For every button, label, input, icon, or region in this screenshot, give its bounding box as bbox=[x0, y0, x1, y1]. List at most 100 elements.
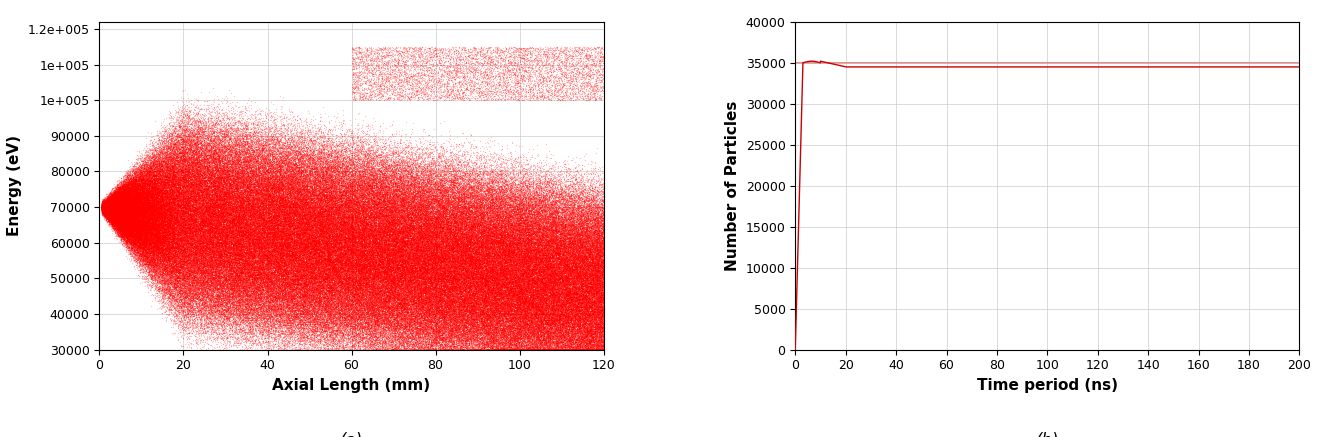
Point bbox=[330, 240, 351, 247]
Point bbox=[122, 195, 143, 202]
Point bbox=[183, 163, 204, 170]
Point bbox=[304, 284, 325, 291]
Point bbox=[427, 234, 448, 241]
Point bbox=[582, 346, 603, 353]
Point bbox=[176, 286, 198, 293]
Point bbox=[410, 242, 431, 249]
Point bbox=[574, 334, 595, 341]
Point bbox=[111, 208, 133, 215]
Point bbox=[155, 223, 176, 230]
Point bbox=[118, 180, 139, 187]
Point bbox=[235, 221, 256, 228]
Point bbox=[278, 291, 300, 298]
Point bbox=[548, 206, 569, 213]
Point bbox=[342, 70, 363, 77]
Point bbox=[363, 205, 385, 212]
Point bbox=[117, 201, 138, 208]
Point bbox=[513, 324, 534, 331]
Point bbox=[398, 329, 419, 336]
Point bbox=[514, 346, 536, 353]
Point bbox=[245, 203, 267, 210]
Point bbox=[391, 278, 412, 285]
Point bbox=[123, 224, 145, 231]
Point bbox=[289, 267, 310, 274]
Point bbox=[479, 208, 500, 215]
Point bbox=[168, 222, 190, 229]
Point bbox=[159, 160, 180, 167]
Point bbox=[522, 313, 544, 320]
Point bbox=[196, 222, 217, 229]
Point bbox=[300, 250, 321, 257]
Point bbox=[469, 276, 491, 283]
Point bbox=[369, 236, 390, 243]
Point bbox=[125, 215, 146, 222]
Point bbox=[184, 222, 206, 229]
Point bbox=[233, 229, 255, 236]
Point bbox=[396, 191, 418, 198]
Point bbox=[186, 252, 207, 259]
Point bbox=[479, 244, 500, 251]
Point bbox=[525, 246, 546, 253]
Point bbox=[487, 305, 508, 312]
Point bbox=[267, 134, 288, 141]
Point bbox=[149, 249, 170, 256]
Point bbox=[301, 197, 322, 204]
Point bbox=[126, 216, 147, 223]
Point bbox=[217, 280, 239, 287]
Point bbox=[485, 259, 507, 266]
Point bbox=[147, 156, 168, 163]
Point bbox=[158, 194, 179, 201]
Point bbox=[545, 231, 566, 238]
Point bbox=[342, 229, 363, 236]
Point bbox=[113, 208, 134, 215]
Point bbox=[212, 282, 233, 289]
Point bbox=[267, 187, 288, 194]
Point bbox=[166, 263, 187, 270]
Point bbox=[586, 298, 607, 305]
Point bbox=[225, 240, 247, 247]
Point bbox=[184, 257, 206, 264]
Point bbox=[332, 228, 353, 235]
Point bbox=[267, 205, 288, 212]
Point bbox=[280, 197, 301, 204]
Point bbox=[276, 152, 297, 159]
Point bbox=[113, 191, 134, 198]
Point bbox=[293, 312, 314, 319]
Point bbox=[325, 206, 346, 213]
Point bbox=[123, 211, 145, 218]
Point bbox=[358, 259, 379, 266]
Point bbox=[513, 321, 534, 328]
Point bbox=[179, 173, 200, 180]
Point bbox=[382, 313, 403, 320]
Point bbox=[314, 239, 335, 246]
Point bbox=[586, 215, 607, 222]
Point bbox=[208, 183, 229, 190]
Point bbox=[513, 346, 534, 353]
Point bbox=[134, 207, 155, 214]
Point bbox=[101, 205, 122, 212]
Point bbox=[572, 243, 593, 250]
Point bbox=[497, 233, 518, 240]
Point bbox=[133, 235, 154, 242]
Point bbox=[489, 269, 511, 276]
Point bbox=[566, 314, 587, 321]
Point bbox=[552, 343, 573, 350]
Point bbox=[115, 183, 137, 190]
Point bbox=[293, 250, 314, 257]
Point bbox=[349, 255, 370, 262]
Point bbox=[353, 240, 374, 247]
Point bbox=[574, 346, 595, 353]
Point bbox=[267, 147, 288, 154]
Point bbox=[182, 219, 203, 226]
Point bbox=[294, 315, 316, 322]
Point bbox=[256, 312, 277, 319]
Point bbox=[533, 253, 554, 260]
Point bbox=[172, 182, 194, 189]
Point bbox=[333, 274, 354, 281]
Point bbox=[294, 277, 316, 284]
Point bbox=[229, 208, 251, 215]
Point bbox=[456, 217, 477, 224]
Point bbox=[508, 311, 529, 318]
Point bbox=[440, 321, 461, 328]
Point bbox=[549, 79, 570, 86]
